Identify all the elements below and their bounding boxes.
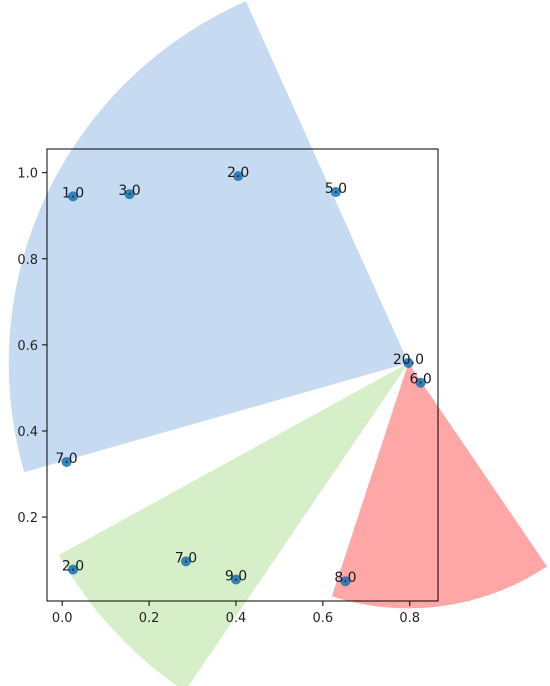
wedge-layer — [8, 1, 547, 686]
point-label-7: 7.0 — [55, 451, 77, 467]
data-point-8 — [68, 564, 79, 575]
x-tick-label-3: 0.4 — [226, 611, 247, 626]
wedge-2 — [58, 362, 409, 686]
point-label-9: 7.0 — [175, 550, 197, 566]
data-point-2 — [124, 189, 135, 200]
point-label-5: 20.0 — [393, 352, 424, 368]
data-point-4 — [330, 187, 341, 198]
x-tick-label-5: 0.8 — [399, 611, 420, 626]
data-point-7 — [61, 456, 72, 467]
data-point-6 — [415, 377, 426, 388]
point-label-8: 2.0 — [62, 559, 84, 575]
data-point-5 — [403, 357, 414, 368]
y-tick-label-2: 0.4 — [17, 425, 38, 440]
y-tick-label-4: 0.8 — [17, 253, 38, 268]
x-tick-label-4: 0.6 — [313, 611, 334, 626]
point-label-6: 6.0 — [409, 372, 431, 388]
x-tick-label-1: 0.0 — [52, 611, 73, 626]
data-point-10 — [230, 574, 241, 585]
y-tick-label-1: 0.2 — [17, 511, 38, 526]
data-point-3 — [233, 171, 244, 182]
axis-layer: 0.0 0.2 0.4 0.6 0.8 0.2 0.4 0.6 0.8 1.0 — [17, 167, 420, 626]
plot-frame — [46, 148, 439, 602]
data-point-9 — [181, 556, 192, 567]
data-point-11 — [340, 576, 351, 587]
point-label-10: 9.0 — [225, 568, 247, 584]
y-tick-label-5: 1.0 — [17, 167, 38, 182]
point-label-3: 2.0 — [227, 165, 249, 181]
wedge-3 — [331, 362, 547, 609]
point-label-1: 1.0 — [62, 185, 84, 201]
data-point-1 — [68, 191, 79, 202]
point-label-4: 5.0 — [325, 181, 347, 197]
point-label-2: 3.0 — [118, 183, 140, 199]
wedge-1 — [8, 1, 409, 473]
y-tick-label-3: 0.6 — [17, 339, 38, 354]
x-tick-label-2: 0.2 — [139, 611, 160, 626]
point-label-11: 8.0 — [334, 570, 356, 586]
points-layer: 1.0 3.0 2.0 5.0 20.0 6.0 7.0 2.0 7.0 9.0 8.0 — [55, 165, 432, 587]
